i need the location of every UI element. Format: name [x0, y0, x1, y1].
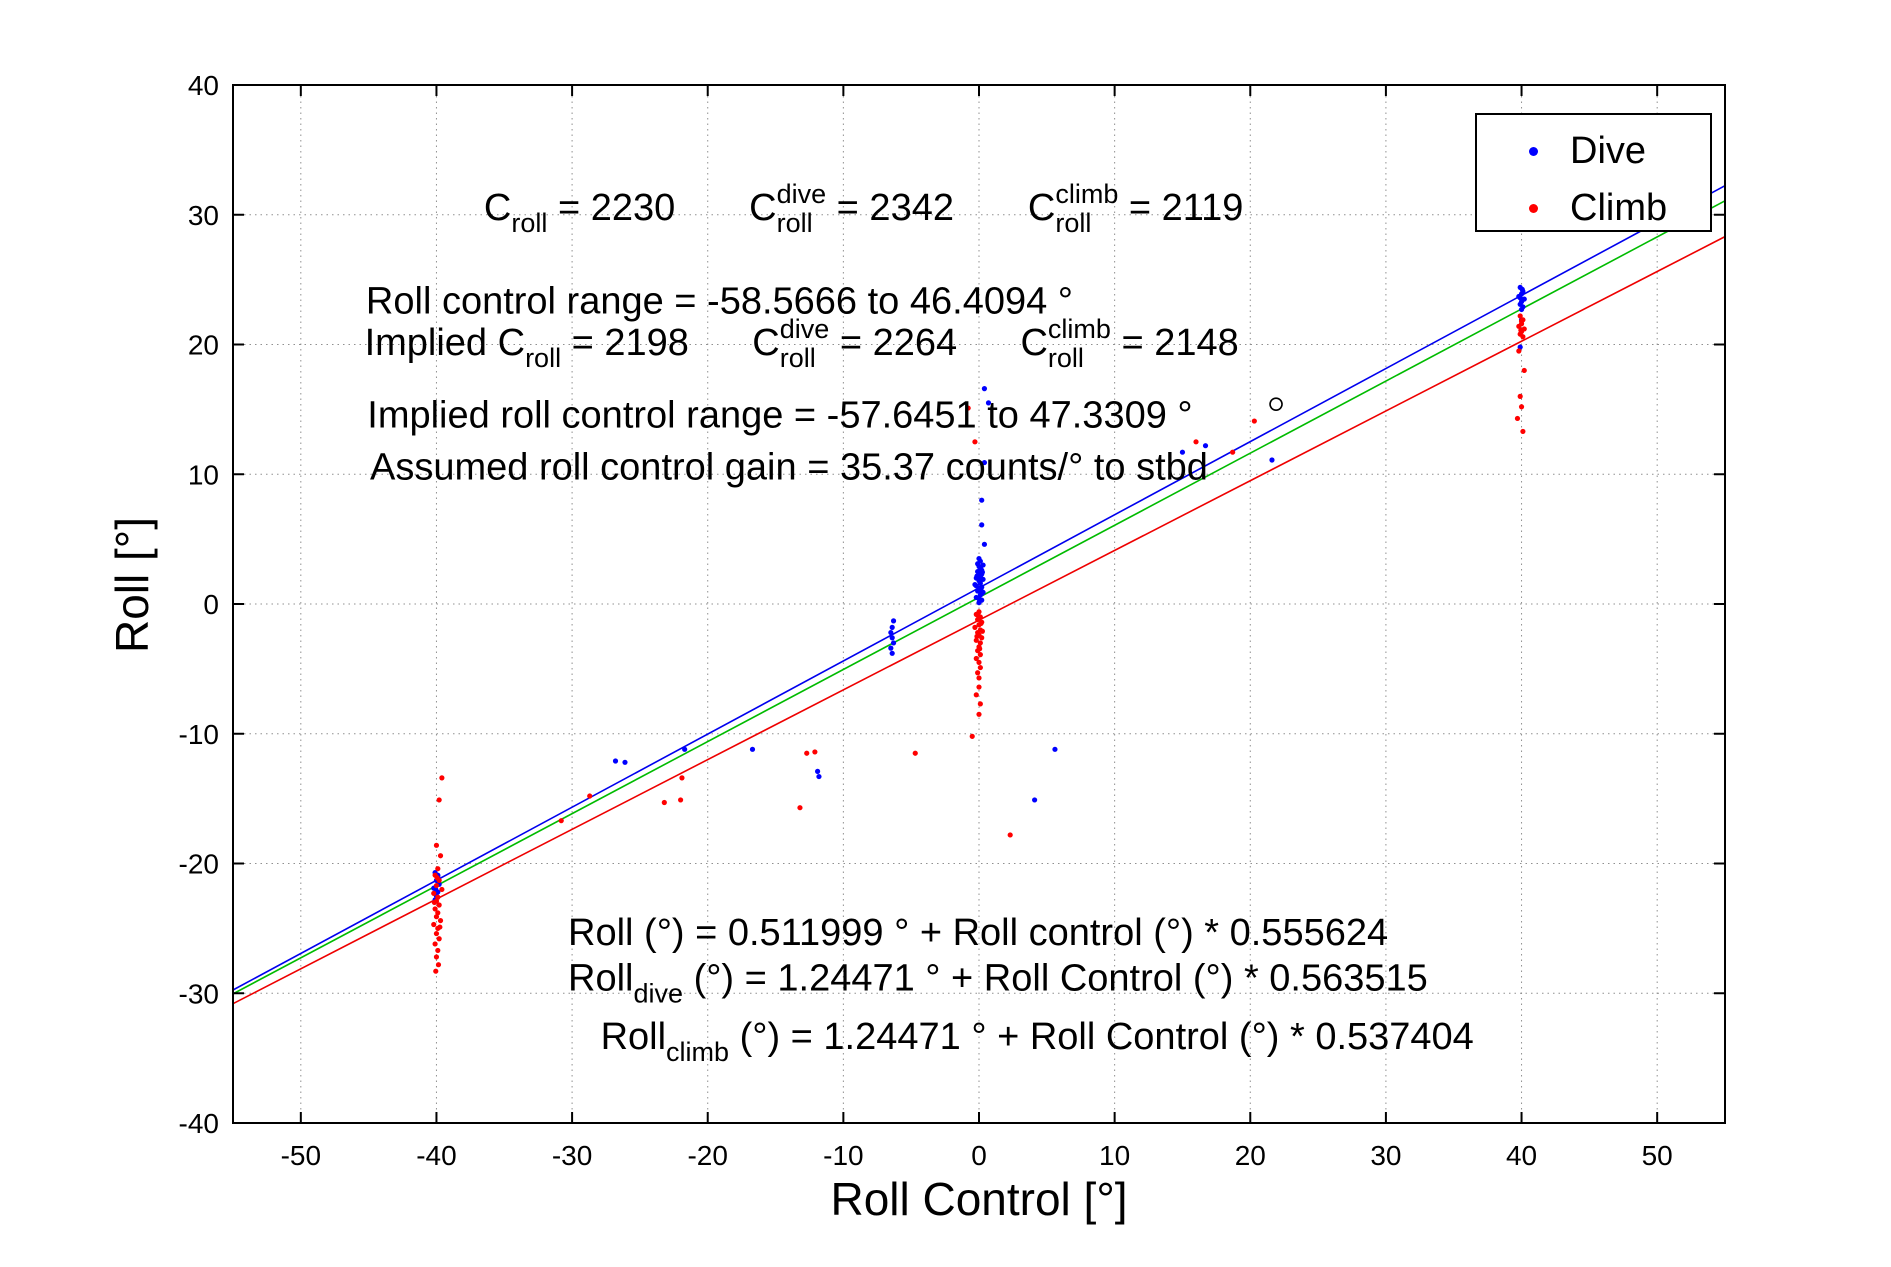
x-axis-label: Roll Control [°] — [830, 1173, 1128, 1225]
svg-text:-10: -10 — [823, 1140, 863, 1171]
svg-text:20: 20 — [188, 330, 219, 361]
annotations: Croll = 2230 Cdive roll = 2342 Cclimb roll… — [365, 179, 1474, 1067]
climb-points-group — [431, 313, 1527, 974]
svg-text:20: 20 — [1235, 1140, 1266, 1171]
svg-text:-40: -40 — [179, 1108, 219, 1139]
y-axis-label: Roll [°] — [106, 517, 158, 653]
annotation-1: Roll control range = -58.5666 to 46.4094… — [366, 280, 1073, 322]
annotation-2: Implied Croll = 2198 Cdive roll = 2264 Cc… — [365, 314, 1239, 373]
legend-label-dive: Dive — [1570, 130, 1647, 172]
svg-text:-20: -20 — [687, 1140, 727, 1171]
legend-item-dive: Dive — [1477, 123, 1710, 180]
dive-marker-icon — [1529, 147, 1538, 156]
svg-text:-40: -40 — [416, 1140, 456, 1171]
outlier-open-circle — [1269, 397, 1283, 411]
svg-text:10: 10 — [188, 459, 219, 490]
svg-text:30: 30 — [188, 200, 219, 231]
annotation-5: Roll (°) = 0.511999 ° + Roll control (°)… — [568, 912, 1388, 954]
svg-text:10: 10 — [1099, 1140, 1130, 1171]
y-tick-labels: -40 -30 -20 -10 0 10 20 30 40 — [179, 70, 219, 1139]
annotation-3: Implied roll control range = -57.6451 to… — [367, 395, 1192, 437]
annotation-7: Rollclimb (°) = 1.24471 ° + Roll Control… — [601, 1016, 1474, 1067]
svg-text:40: 40 — [188, 70, 219, 101]
svg-text:-50: -50 — [281, 1140, 321, 1171]
annotation-6: Rolldive (°) = 1.24471 ° + Roll Control … — [568, 958, 1428, 1009]
svg-text:-30: -30 — [179, 978, 219, 1009]
x-tick-labels: -50 -40 -30 -20 -10 0 10 20 30 40 50 — [281, 1140, 1673, 1171]
climb-marker-icon — [1529, 204, 1538, 213]
svg-text:-30: -30 — [552, 1140, 592, 1171]
annotation-0: Croll = 2230 Cdive roll = 2342 Cclimb roll… — [484, 179, 1243, 238]
svg-text:-10: -10 — [179, 719, 219, 750]
annotation-4: Assumed roll control gain = 35.37 counts… — [370, 446, 1208, 488]
svg-text:30: 30 — [1370, 1140, 1401, 1171]
svg-text:0: 0 — [971, 1140, 987, 1171]
svg-text:50: 50 — [1642, 1140, 1673, 1171]
svg-text:0: 0 — [203, 589, 219, 620]
legend-item-climb: Climb — [1477, 180, 1710, 237]
legend: Dive Climb — [1475, 113, 1712, 232]
tick-marks — [233, 84, 1725, 1124]
svg-text:40: 40 — [1506, 1140, 1537, 1171]
svg-text:-20: -20 — [179, 849, 219, 880]
legend-label-climb: Climb — [1570, 187, 1668, 229]
